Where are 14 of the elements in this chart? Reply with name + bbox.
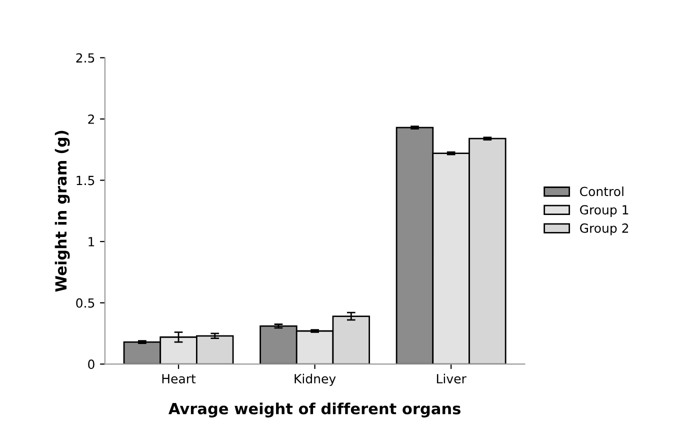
y-tick-label: 2.5 [76,53,94,63]
y-tick-label: 0 [88,360,94,370]
x-tick-label: Heart [162,374,196,384]
legend-label: Control [580,186,624,196]
y-tick-label: 1.5 [76,176,94,186]
x-tick-label: Kidney [294,374,336,386]
y-tick-label: 1 [88,237,94,246]
x-axis-title: Avrage weight of different organs [168,402,460,418]
y-axis-title: Weight in gram (g) [54,130,70,292]
legend-label: Group 2 [580,223,628,236]
x-tick-label: Liver [436,374,466,384]
y-tick-label: 2 [88,114,94,124]
legend-label: Group 1 [580,205,628,217]
y-tick-label: 0.5 [76,298,94,308]
